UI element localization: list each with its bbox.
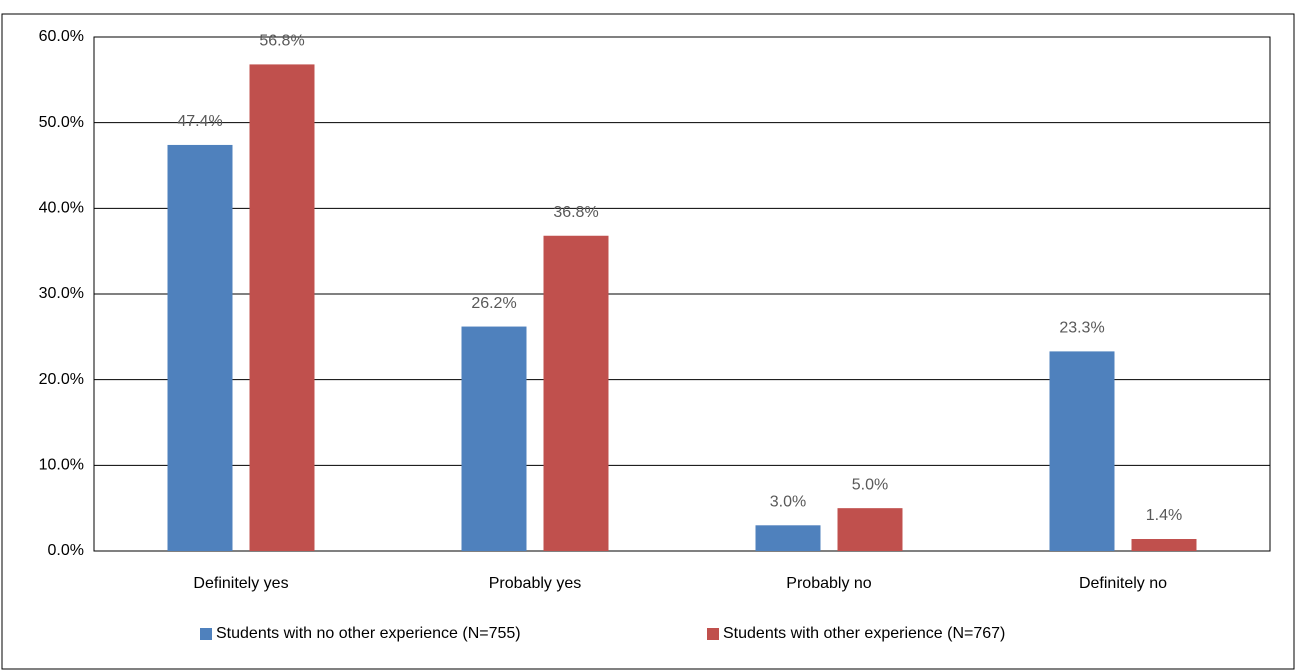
x-tick-label: Probably no [786,575,871,592]
y-tick-label: 30.0% [39,285,84,302]
value-label: 3.0% [770,494,806,511]
bar [543,235,609,551]
y-tick-label: 0.0% [48,542,84,559]
bar [167,144,233,551]
y-tick-label: 10.0% [39,457,84,474]
chart-border [1,13,1295,670]
legend-swatch [707,628,719,640]
value-label: 23.3% [1059,320,1104,337]
y-tick-label: 60.0% [39,28,84,45]
bar [1049,351,1115,551]
bar [461,326,527,551]
y-tick-label: 40.0% [39,200,84,217]
x-tick-label: Probably yes [489,575,582,592]
legend-label: Students with other experience (N=767) [723,625,1005,642]
value-label: 5.0% [852,476,888,493]
y-tick-label: 20.0% [39,371,84,388]
value-label: 56.8% [259,33,304,50]
value-label: 1.4% [1146,507,1182,524]
legend-swatch [200,628,212,640]
legend-label: Students with no other experience (N=755… [216,625,521,642]
bar [1131,539,1197,551]
bar [249,64,315,551]
bar [837,508,903,551]
y-tick-label: 50.0% [39,114,84,131]
x-tick-label: Definitely yes [193,575,288,592]
x-tick-label: Definitely no [1079,575,1167,592]
plot-border [93,36,1271,552]
value-label: 26.2% [471,295,516,312]
value-label: 47.4% [177,113,222,130]
value-label: 36.8% [553,204,598,221]
bar [755,525,821,551]
